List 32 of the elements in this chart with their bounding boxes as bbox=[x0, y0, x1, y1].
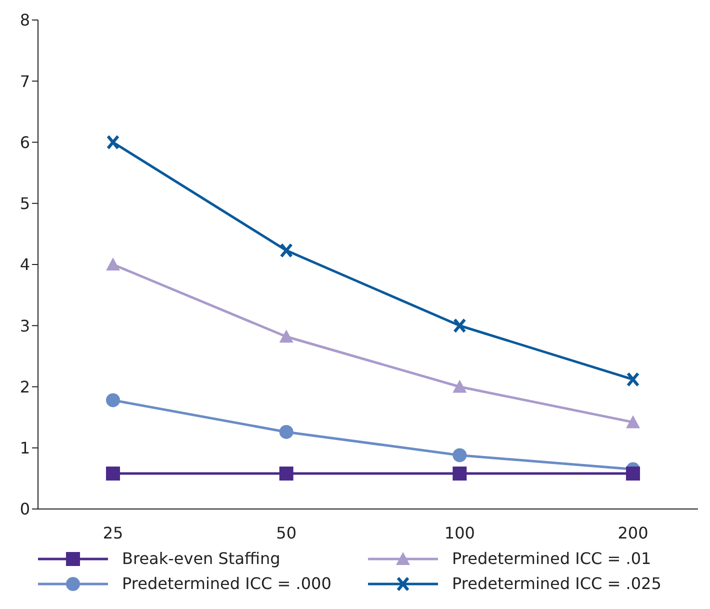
legend-label: Predetermined ICC = .000 bbox=[122, 574, 332, 593]
point bbox=[106, 466, 120, 481]
point bbox=[106, 134, 120, 150]
point bbox=[279, 330, 294, 343]
point bbox=[280, 242, 293, 258]
x-tick-label: 50 bbox=[276, 523, 297, 542]
point bbox=[626, 415, 640, 428]
legend-label: Predetermined ICC = .025 bbox=[452, 574, 662, 593]
x-tick-label: 25 bbox=[102, 523, 124, 542]
point bbox=[452, 466, 467, 481]
y-tick-label: 8 bbox=[20, 10, 30, 30]
point bbox=[279, 466, 294, 481]
point bbox=[106, 258, 120, 270]
y-tick-label: 0 bbox=[20, 500, 30, 519]
point bbox=[453, 318, 466, 334]
point bbox=[106, 393, 120, 408]
point bbox=[626, 372, 640, 387]
point bbox=[452, 380, 467, 393]
y-tick-label: 4 bbox=[20, 255, 30, 274]
y-tick-label: 7 bbox=[20, 72, 30, 91]
x-tick-label: 200 bbox=[618, 523, 648, 542]
point bbox=[452, 448, 467, 462]
y-tick-label: 5 bbox=[20, 194, 30, 214]
legend-label: Predetermined ICC = .01 bbox=[452, 549, 652, 568]
point bbox=[626, 466, 640, 481]
y-tick-label: 1 bbox=[20, 438, 30, 458]
legend-label: Break-even Staffing bbox=[122, 549, 280, 568]
x-tick-label: 100 bbox=[444, 523, 475, 542]
point bbox=[279, 424, 294, 439]
y-tick-label: 2 bbox=[20, 377, 30, 396]
y-tick-label: 3 bbox=[20, 316, 30, 336]
y-tick-label: 6 bbox=[20, 132, 30, 152]
